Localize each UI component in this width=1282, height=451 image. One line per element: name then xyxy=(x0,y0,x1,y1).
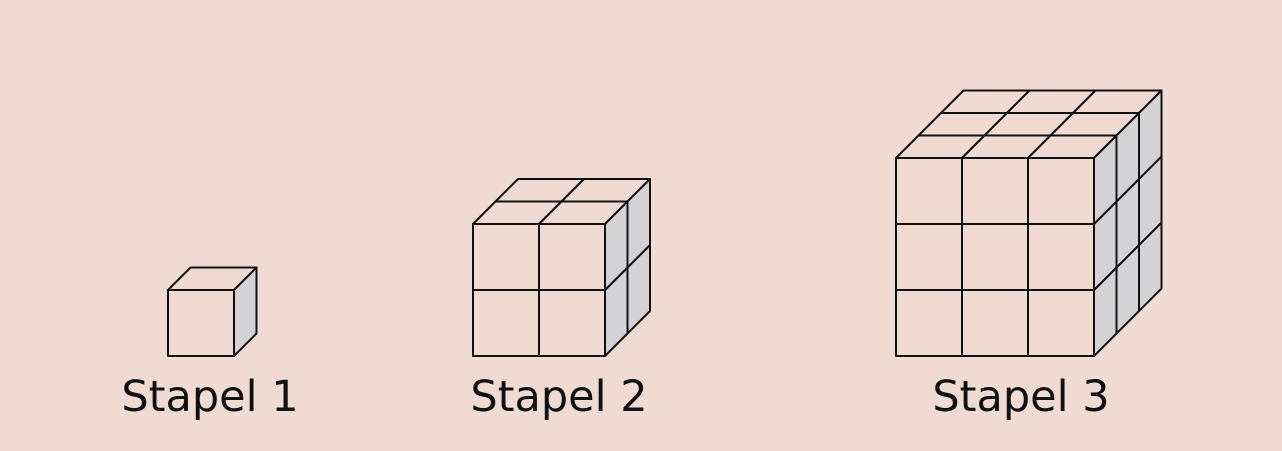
stack-2-cubes xyxy=(472,178,651,357)
cube-front-face xyxy=(1027,289,1095,357)
stack-2-label: Stapel 2 xyxy=(470,372,648,422)
cube-front-face xyxy=(538,223,606,291)
cube-front-face xyxy=(961,157,1029,225)
cube-front-face xyxy=(895,157,963,225)
cube-front-face xyxy=(472,289,540,357)
cube-front-face xyxy=(961,289,1029,357)
stack-3-cubes xyxy=(895,89,1163,357)
cube-front-face xyxy=(1027,223,1095,291)
stack-1-cubes xyxy=(167,266,258,357)
cube-front-face xyxy=(895,223,963,291)
cube-front-face xyxy=(538,289,606,357)
cube-front-face xyxy=(961,223,1029,291)
cube-front-face xyxy=(472,223,540,291)
cube-front-face xyxy=(1027,157,1095,225)
cube-front-face xyxy=(167,289,235,357)
cube-front-face xyxy=(895,289,963,357)
stack-3-label: Stapel 3 xyxy=(932,372,1110,422)
stack-1-label: Stapel 1 xyxy=(121,372,299,422)
